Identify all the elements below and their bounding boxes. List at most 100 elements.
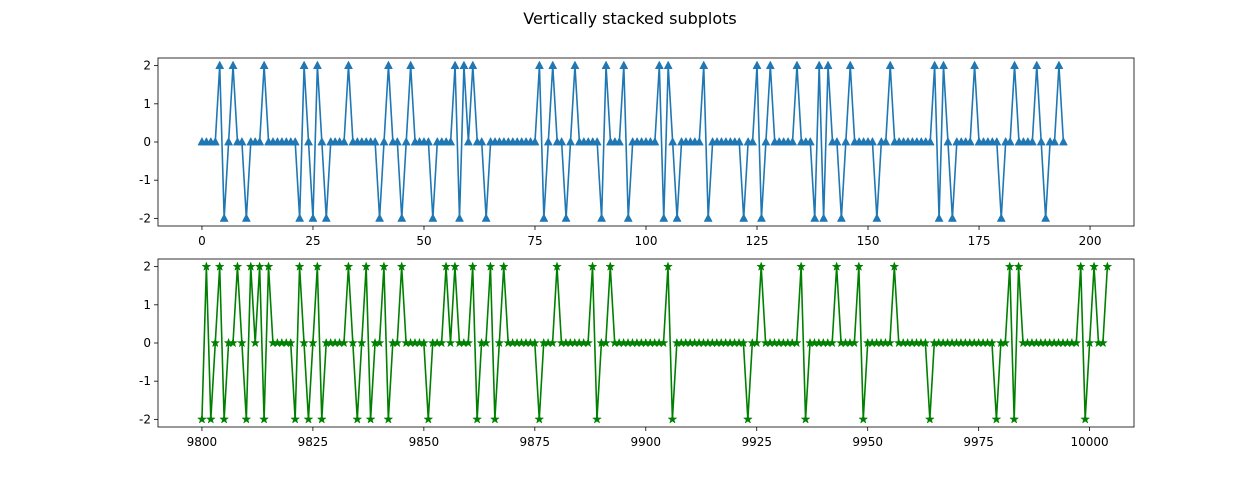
data-point bbox=[489, 414, 500, 424]
data-point bbox=[1005, 136, 1015, 146]
data-point bbox=[605, 261, 616, 271]
data-point bbox=[290, 414, 301, 424]
data-point bbox=[1097, 337, 1108, 348]
data-point bbox=[219, 414, 230, 424]
data-point bbox=[663, 60, 673, 70]
data-point bbox=[449, 261, 460, 271]
data-point bbox=[738, 337, 749, 348]
y-tick-label: -2 bbox=[139, 211, 151, 225]
data-point bbox=[810, 213, 820, 222]
data-point bbox=[530, 136, 540, 146]
y-tick-label: 0 bbox=[143, 336, 151, 350]
data-point bbox=[406, 60, 416, 70]
y-tick-label: 0 bbox=[143, 135, 151, 149]
data-point bbox=[317, 136, 327, 146]
data-point bbox=[756, 261, 767, 271]
data-point bbox=[872, 213, 882, 222]
data-point bbox=[299, 60, 309, 70]
data-point bbox=[423, 136, 433, 146]
x-tick-label: 150 bbox=[857, 234, 880, 248]
data-point bbox=[307, 337, 318, 348]
data-point bbox=[467, 261, 478, 271]
data-point bbox=[805, 136, 815, 146]
data-point bbox=[285, 337, 296, 348]
data-point bbox=[361, 261, 372, 271]
data-point bbox=[455, 213, 464, 222]
data-point bbox=[552, 261, 563, 271]
data-point bbox=[321, 213, 331, 222]
data-point bbox=[920, 337, 931, 348]
data-point bbox=[659, 213, 669, 222]
data-point bbox=[343, 261, 354, 271]
data-point bbox=[472, 414, 483, 424]
y-tick-label: -1 bbox=[139, 374, 151, 388]
data-point bbox=[849, 337, 860, 348]
y-tick-label: 1 bbox=[143, 97, 151, 111]
data-point bbox=[370, 136, 380, 146]
data-point bbox=[436, 337, 447, 348]
data-point bbox=[1004, 261, 1015, 271]
data-point bbox=[1050, 136, 1059, 146]
data-point bbox=[547, 337, 558, 348]
data-point bbox=[583, 337, 594, 348]
data-point bbox=[619, 60, 629, 70]
data-point bbox=[224, 136, 234, 146]
data-point bbox=[259, 414, 270, 424]
x-tick-label: 9850 bbox=[409, 435, 440, 449]
data-point bbox=[339, 136, 349, 146]
data-point bbox=[867, 136, 877, 146]
data-point bbox=[819, 213, 829, 222]
data-point bbox=[255, 136, 265, 146]
x-tick-label: 10000 bbox=[1071, 435, 1109, 449]
data-point bbox=[356, 337, 367, 348]
data-point bbox=[597, 213, 607, 222]
data-point bbox=[1009, 414, 1020, 424]
data-point bbox=[485, 261, 496, 271]
data-point bbox=[832, 136, 842, 146]
data-point bbox=[401, 136, 411, 146]
data-point bbox=[397, 213, 407, 222]
data-point bbox=[241, 414, 252, 424]
data-point bbox=[214, 261, 225, 271]
data-point bbox=[694, 136, 704, 146]
data-point bbox=[228, 60, 238, 70]
data-point bbox=[396, 261, 407, 271]
data-point bbox=[450, 60, 460, 70]
x-tick-label: 9800 bbox=[187, 435, 218, 449]
data-point bbox=[215, 60, 225, 70]
data-point bbox=[827, 337, 838, 348]
data-point bbox=[1010, 60, 1020, 70]
y-tick-label: 2 bbox=[143, 59, 151, 73]
data-point bbox=[1058, 136, 1068, 146]
data-point bbox=[303, 414, 314, 424]
data-point bbox=[791, 337, 802, 348]
data-point bbox=[316, 414, 327, 424]
data-point bbox=[428, 213, 438, 222]
data-point bbox=[418, 337, 429, 348]
data-point bbox=[748, 136, 758, 146]
x-tick-label: 175 bbox=[968, 234, 991, 248]
data-point bbox=[477, 136, 487, 146]
x-tick-label: 25 bbox=[305, 234, 320, 248]
data-point bbox=[445, 337, 456, 348]
data-point bbox=[986, 337, 997, 348]
x-tick-label: 9950 bbox=[852, 435, 883, 449]
x-tick-label: 9825 bbox=[298, 435, 329, 449]
data-point bbox=[392, 337, 403, 348]
data-point bbox=[254, 261, 265, 271]
data-point bbox=[814, 60, 824, 70]
data-point bbox=[970, 60, 980, 70]
data-point bbox=[761, 136, 771, 146]
data-point bbox=[991, 414, 1002, 424]
subplot-bottom: 9800 9825 9850 9875 9900 9925 9950 9975 10000 -2 -… bbox=[139, 258, 1135, 449]
data-point bbox=[365, 414, 376, 424]
x-tick-label: 50 bbox=[416, 234, 431, 248]
data-point bbox=[823, 60, 833, 70]
data-point bbox=[290, 136, 300, 146]
data-point bbox=[534, 60, 544, 70]
data-point bbox=[423, 414, 434, 424]
data-point bbox=[312, 60, 322, 70]
data-point bbox=[263, 261, 274, 271]
data-point bbox=[210, 136, 220, 146]
